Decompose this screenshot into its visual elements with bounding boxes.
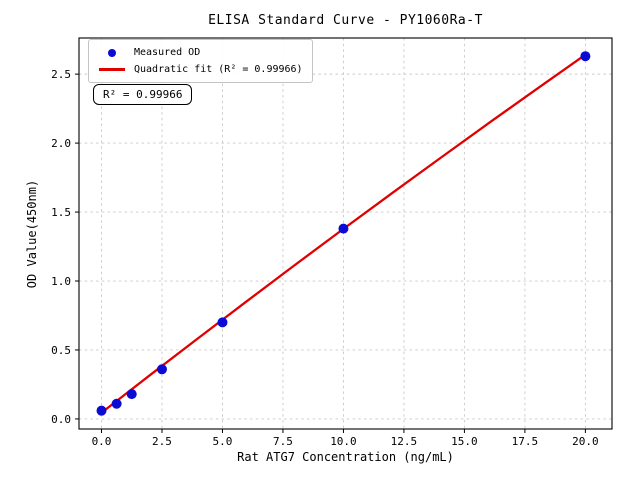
data-point [338,223,349,234]
data-point [156,364,167,375]
x-tick-label: 10.0 [330,435,357,448]
legend-item-measured-od: Measured OD [96,45,303,61]
data-point [111,398,122,409]
x-tick-label: 5.0 [213,435,233,448]
legend-label-quadratic-fit: Quadratic fit (R² = 0.99966) [134,63,303,75]
y-tick-label: 1.0 [51,275,71,288]
r-squared-annotation: R² = 0.99966 [93,84,193,105]
x-axis-label: Rat ATG7 Concentration (ng/mL) [237,450,454,464]
fit-line-marker-icon [99,67,125,71]
y-tick-label: 2.5 [51,68,71,81]
data-point [217,317,228,328]
x-tick-label: 0.0 [92,435,112,448]
y-tick-label: 0.0 [51,413,71,426]
y-axis-label: OD Value(450nm) [25,179,39,289]
data-point [96,405,107,416]
plot-border [78,37,613,430]
data-point [126,389,137,400]
x-tick-label: 17.5 [512,435,539,448]
x-tick-label: 20.0 [572,435,599,448]
y-tick-label: 2.0 [51,137,71,150]
x-tick-label: 7.5 [273,435,293,448]
x-tick-label: 15.0 [451,435,478,448]
legend-item-quadratic-fit: Quadratic fit (R² = 0.99966) [96,62,303,78]
data-point [580,51,591,62]
scatter-dot-marker-icon [108,48,116,57]
x-tick-label: 2.5 [152,435,172,448]
chart-title: ELISA Standard Curve - PY1060Ra-T [208,13,483,28]
x-tick-label: 12.5 [391,435,418,448]
legend-label-measured-od: Measured OD [134,47,201,58]
y-tick-label: 1.5 [51,206,71,219]
legend: Measured OD Quadratic fit (R² = 0.99966) [88,39,313,83]
y-tick-label: 0.5 [51,344,71,357]
